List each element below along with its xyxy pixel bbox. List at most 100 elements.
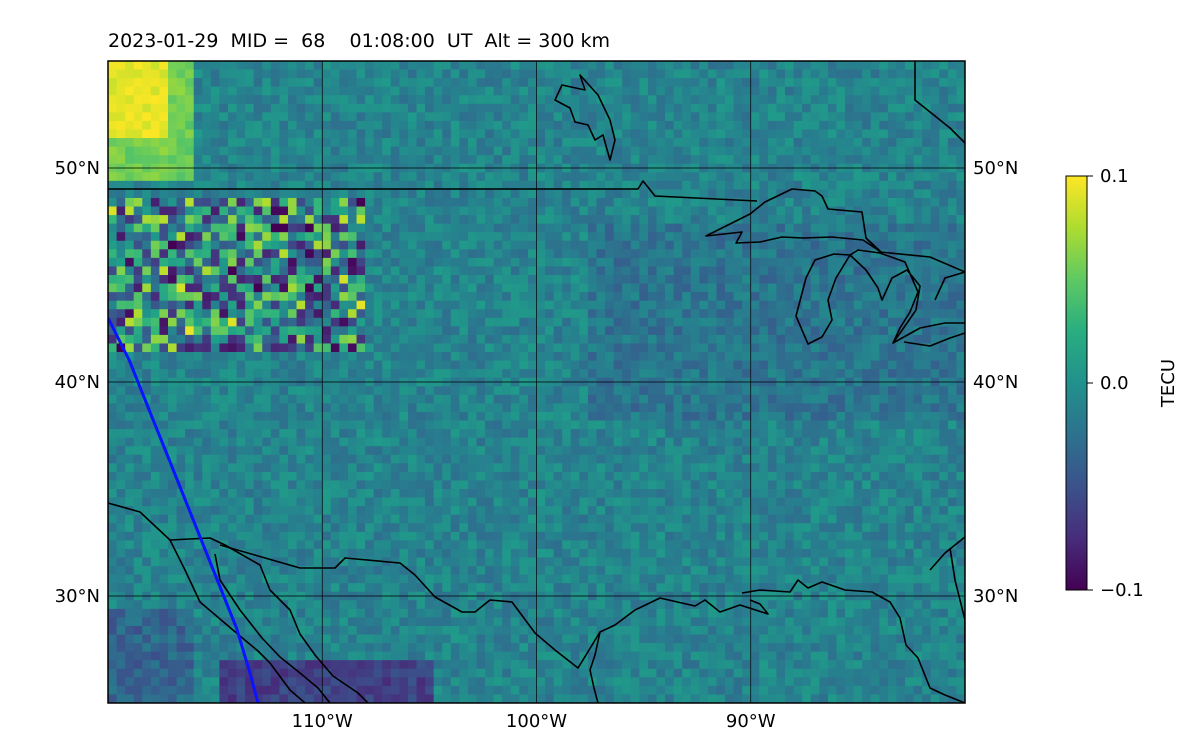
heatmap-cell [836, 61, 846, 70]
heatmap-cell [845, 429, 854, 439]
heatmap-cell [330, 480, 340, 490]
heatmap-cell [373, 129, 383, 139]
heatmap-cell [150, 112, 160, 122]
heatmap-cell [562, 206, 572, 216]
heatmap-cell [305, 249, 315, 259]
heatmap-cell [827, 309, 837, 319]
heatmap-cell [759, 129, 769, 139]
heatmap-cell [767, 146, 777, 156]
heatmap-cell [407, 206, 417, 216]
heatmap-cell [819, 480, 829, 490]
heatmap-cell [150, 334, 160, 344]
heatmap-cell [313, 334, 323, 344]
heatmap-cell [459, 471, 469, 481]
heatmap-cell [245, 334, 255, 344]
heatmap-cell [716, 463, 726, 473]
heatmap-cell [279, 480, 289, 490]
heatmap-cell [587, 78, 597, 88]
heatmap-cell [467, 138, 477, 147]
heatmap-cell [176, 463, 186, 473]
heatmap-cell [167, 120, 177, 130]
heatmap-cell [845, 240, 854, 250]
heatmap-cell [613, 411, 623, 421]
heatmap-cell [356, 403, 366, 413]
heatmap-cell [785, 275, 794, 284]
heatmap-cell [279, 206, 289, 216]
heatmap-cell [450, 360, 460, 370]
heatmap-cell [562, 283, 572, 293]
heatmap-cell [416, 206, 426, 216]
heatmap-cell [450, 103, 460, 113]
heatmap-cell [562, 95, 572, 105]
heatmap-cell [425, 86, 435, 96]
heatmap-cell [373, 429, 383, 439]
heatmap-cell [725, 223, 735, 233]
heatmap-cell [785, 454, 794, 464]
heatmap-cell [159, 69, 169, 79]
heatmap-cell [202, 403, 212, 413]
heatmap-cell [347, 197, 357, 207]
heatmap-cell [510, 386, 520, 396]
heatmap-cell [407, 471, 417, 481]
heatmap-cell [776, 446, 786, 456]
heatmap-cell [467, 266, 477, 276]
heatmap-cell [467, 420, 477, 430]
heatmap-cell [682, 309, 692, 319]
heatmap-cell [887, 437, 897, 447]
heatmap-cell [570, 266, 580, 276]
heatmap-cell [647, 69, 657, 79]
heatmap-cell [450, 146, 460, 156]
heatmap-cell [287, 155, 297, 165]
heatmap-cell [245, 480, 255, 490]
heatmap-cell [767, 249, 777, 259]
heatmap-cell [682, 386, 692, 396]
heatmap-cell [742, 317, 752, 327]
heatmap-cell [193, 197, 203, 207]
heatmap-cell [913, 437, 923, 447]
heatmap-cell [819, 172, 829, 182]
heatmap-cell [630, 249, 640, 259]
heatmap-cell [845, 454, 854, 464]
heatmap-cell [262, 95, 272, 105]
heatmap-cell [399, 215, 409, 225]
heatmap-cell [116, 95, 126, 105]
heatmap-cell [185, 266, 195, 276]
heatmap-cell [133, 146, 143, 156]
heatmap-cell [716, 180, 726, 190]
heatmap-cell [193, 223, 203, 233]
heatmap-cell [622, 257, 632, 267]
heatmap-cell [922, 369, 932, 379]
heatmap-cell [227, 352, 237, 361]
heatmap-cell [467, 197, 477, 207]
heatmap-cell [579, 146, 589, 156]
heatmap-cell [125, 120, 135, 130]
heatmap-cell [493, 197, 503, 207]
heatmap-cell [733, 129, 743, 139]
heatmap-cell [416, 480, 426, 490]
heatmap-cell [356, 386, 366, 396]
heatmap-cell [682, 317, 692, 327]
heatmap-cell [905, 257, 914, 267]
heatmap-cell [639, 172, 649, 182]
heatmap-cell [459, 352, 469, 361]
heatmap-cell [553, 283, 563, 293]
heatmap-cell [673, 352, 683, 361]
heatmap-cell [930, 360, 940, 370]
heatmap-cell [587, 61, 597, 70]
heatmap-cell [767, 206, 777, 216]
heatmap-cell [802, 386, 812, 396]
heatmap-cell [896, 352, 906, 361]
heatmap-cell [647, 78, 657, 88]
heatmap-cell [322, 223, 332, 233]
heatmap-cell [176, 300, 186, 310]
heatmap-cell [322, 437, 332, 447]
heatmap-cell [339, 155, 349, 165]
heatmap-cell [227, 454, 237, 464]
heatmap-cell [725, 480, 735, 490]
heatmap-cell [133, 249, 143, 259]
heatmap-cell [330, 86, 340, 96]
heatmap-cell [390, 369, 400, 379]
heatmap-cell [553, 471, 563, 481]
heatmap-cell [545, 309, 555, 319]
heatmap-cell [862, 317, 872, 327]
